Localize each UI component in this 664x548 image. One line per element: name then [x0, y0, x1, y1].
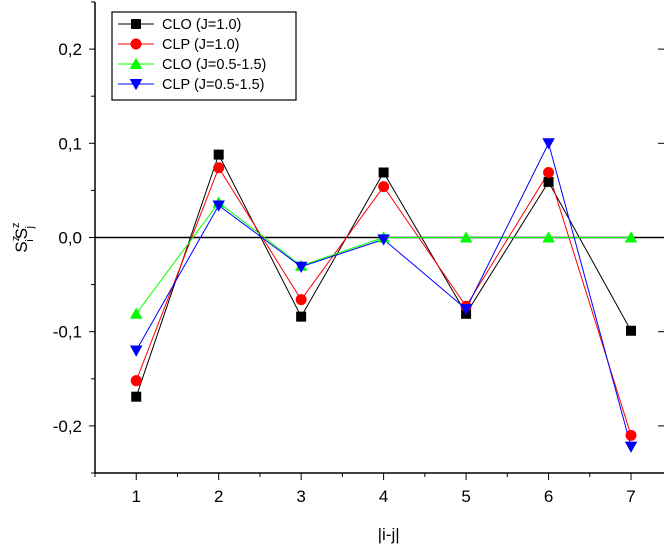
- series-line: [135, 166, 632, 436]
- marker-circle: [295, 294, 307, 306]
- x-tick-label: 7: [626, 487, 635, 506]
- legend: CLO (J=1.0) CLP (J=1.0) CLO (J=0.5-1.5) CLP…: [111, 11, 297, 101]
- marker-triangle-up: [459, 231, 473, 243]
- y-axis-label-part: j: [24, 226, 36, 229]
- marker-circle: [130, 38, 142, 50]
- marker-triangle-down: [542, 138, 555, 150]
- legend-label: CLP (J=0.5-1.5): [162, 77, 265, 93]
- series-layer: [129, 138, 638, 453]
- y-tick-label: -0,2: [53, 417, 82, 436]
- marker-square: [543, 176, 554, 187]
- marker-triangle-down: [212, 200, 225, 212]
- marker-square: [213, 149, 224, 160]
- series-line-1: [135, 166, 632, 436]
- x-tick-label: 1: [131, 487, 140, 506]
- legend-label: CLO (J=1.0): [162, 17, 241, 33]
- marker-square: [378, 167, 389, 178]
- marker-square: [131, 391, 142, 402]
- marker-circle: [130, 375, 142, 387]
- y-axis-label-part: z: [10, 222, 22, 228]
- x-tick-label: 2: [214, 487, 223, 506]
- series-markers-2: [129, 196, 638, 319]
- marker-square: [131, 19, 141, 29]
- series-markers-1: [130, 162, 637, 441]
- marker-circle: [378, 181, 390, 193]
- marker-triangle-down: [294, 261, 308, 273]
- y-axis-label-part: z: [10, 236, 22, 242]
- marker-triangle-up: [542, 231, 555, 243]
- marker-triangle-up: [624, 231, 638, 243]
- legend-box: [111, 11, 297, 101]
- legend-label: CLP (J=1.0): [162, 37, 240, 53]
- series-markers-3: [129, 138, 638, 453]
- x-axis-label: |i-j|: [378, 525, 400, 544]
- marker-triangle-up: [129, 307, 143, 319]
- x-tick-label: 6: [544, 487, 553, 506]
- marker-circle: [625, 429, 637, 441]
- marker-triangle-down: [129, 79, 143, 91]
- marker-triangle-down: [377, 234, 390, 246]
- marker-square: [296, 311, 307, 322]
- x-tick-label: 3: [296, 487, 305, 506]
- x-tick-label: 5: [461, 487, 470, 506]
- y-axis-label-part: S: [12, 241, 31, 252]
- legend-label: CLO (J=0.5-1.5): [162, 57, 266, 73]
- y-tick-label: 0,1: [58, 134, 82, 153]
- marker-triangle-up: [129, 57, 143, 69]
- y-axis-label-part: i: [24, 239, 36, 241]
- marker-circle: [543, 167, 555, 179]
- y-tick-label: 0,2: [58, 40, 82, 59]
- y-axis-label-part: S: [12, 228, 31, 239]
- marker-circle: [213, 162, 225, 174]
- x-tick-label: 4: [379, 487, 388, 506]
- marker-square: [626, 325, 637, 336]
- axes: 0,2 0,1 0,0 -0,1 -0,2 1 2 3 4 5 6 7: [53, 1, 664, 506]
- y-axis-label: Sz iSz j: [10, 222, 36, 252]
- marker-triangle-down: [624, 441, 638, 453]
- marker-triangle-down: [129, 345, 143, 357]
- marker-triangle-down: [459, 304, 473, 316]
- y-tick-label: -0,1: [53, 323, 82, 342]
- y-tick-label: 0,0: [58, 229, 82, 248]
